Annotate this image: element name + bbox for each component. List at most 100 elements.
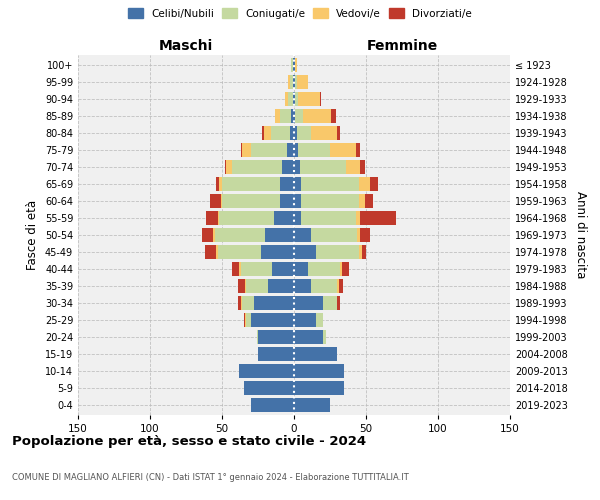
Bar [360,228,370,242]
Bar [370,178,377,191]
Bar [222,178,280,191]
Bar [294,228,311,242]
Bar [356,144,360,157]
Bar [258,347,294,360]
Bar [294,110,295,123]
Bar [205,245,216,259]
Bar [216,245,218,259]
Bar [211,194,221,208]
Bar [295,58,297,72]
Bar [294,398,330,411]
Bar [261,245,294,259]
Bar [294,160,300,174]
Bar [216,178,219,191]
Bar [288,92,293,106]
Bar [206,211,218,225]
Text: Maschi: Maschi [159,40,213,54]
Bar [359,245,362,259]
Bar [287,144,294,157]
Bar [294,279,311,292]
Bar [247,313,251,326]
Bar [290,126,294,140]
Bar [241,262,272,276]
Bar [257,330,258,344]
Bar [295,76,297,89]
Bar [311,228,358,242]
Bar [301,178,359,191]
Bar [323,330,326,344]
Bar [251,313,294,326]
Bar [331,110,336,123]
Bar [294,245,316,259]
Bar [360,160,365,174]
Bar [225,160,226,174]
Text: Femmine: Femmine [367,40,437,54]
Bar [316,313,323,326]
Bar [294,347,337,360]
Bar [251,398,294,411]
Bar [294,144,298,157]
Bar [239,262,241,276]
Bar [294,296,323,310]
Bar [214,228,215,242]
Bar [258,330,294,344]
Bar [359,178,370,191]
Bar [238,296,241,310]
Bar [337,296,340,310]
Bar [297,126,311,140]
Bar [298,144,330,157]
Bar [359,194,365,208]
Bar [264,126,271,140]
Bar [218,211,219,225]
Legend: Celibi/Nubili, Coniugati/e, Vedovi/e, Divorziati/e: Celibi/Nubili, Coniugati/e, Vedovi/e, Di… [125,5,475,22]
Bar [242,144,251,157]
Bar [244,381,294,394]
Bar [221,194,222,208]
Bar [311,126,337,140]
Bar [356,211,360,225]
Text: Popolazione per età, sesso e stato civile - 2024: Popolazione per età, sesso e stato civil… [12,435,366,448]
Bar [239,364,294,378]
Bar [241,296,242,310]
Bar [288,76,290,89]
Bar [247,279,268,292]
Bar [300,160,346,174]
Bar [298,92,320,106]
Text: COMUNE DI MAGLIANO ALFIERI (CN) - Dati ISTAT 1° gennaio 2024 - Elaborazione TUTT: COMUNE DI MAGLIANO ALFIERI (CN) - Dati I… [12,473,409,482]
Bar [340,262,341,276]
Bar [219,178,222,191]
Bar [362,245,366,259]
Bar [271,126,290,140]
Bar [286,92,288,106]
Bar [294,313,316,326]
Bar [275,110,280,123]
Bar [330,144,356,157]
Bar [245,279,247,292]
Bar [360,211,396,225]
Bar [297,76,308,89]
Bar [254,296,294,310]
Bar [293,92,294,106]
Bar [219,211,274,225]
Bar [262,126,264,140]
Bar [316,245,359,259]
Bar [268,279,294,292]
Bar [291,110,294,123]
Bar [302,110,331,123]
Bar [294,58,295,72]
Bar [272,262,294,276]
Bar [245,313,247,326]
Bar [358,228,360,242]
Bar [283,160,294,174]
Bar [290,76,293,89]
Bar [323,296,337,310]
Bar [280,110,291,123]
Bar [218,245,261,259]
Bar [294,381,344,394]
Bar [338,279,343,292]
Bar [294,178,301,191]
Bar [244,313,245,326]
Bar [232,262,239,276]
Bar [215,228,265,242]
Bar [337,279,338,292]
